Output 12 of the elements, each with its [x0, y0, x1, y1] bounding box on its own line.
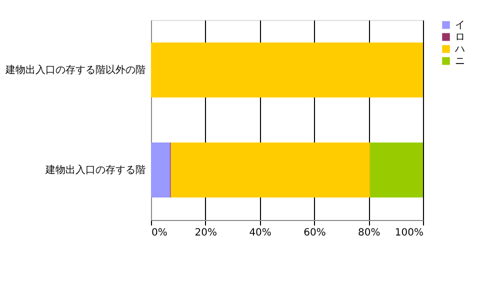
y-tick-label: 建物出入口の存する階 [44, 164, 146, 176]
legend-label: ロ [455, 32, 465, 43]
y-tick-label: 建物出入口の存する階以外の階 [4, 64, 146, 76]
legend-label: ニ [455, 56, 465, 67]
legend-label: イ [455, 20, 465, 31]
x-tick-label: 80% [358, 228, 380, 238]
x-tick-label: 20% [194, 228, 218, 238]
x-tick-label: 0% [152, 228, 168, 238]
legend-label: ハ [454, 44, 465, 55]
x-tick-label: 40% [249, 228, 272, 238]
x-tick-label: 100% [394, 228, 424, 238]
x-tick-label: 60% [304, 228, 326, 238]
